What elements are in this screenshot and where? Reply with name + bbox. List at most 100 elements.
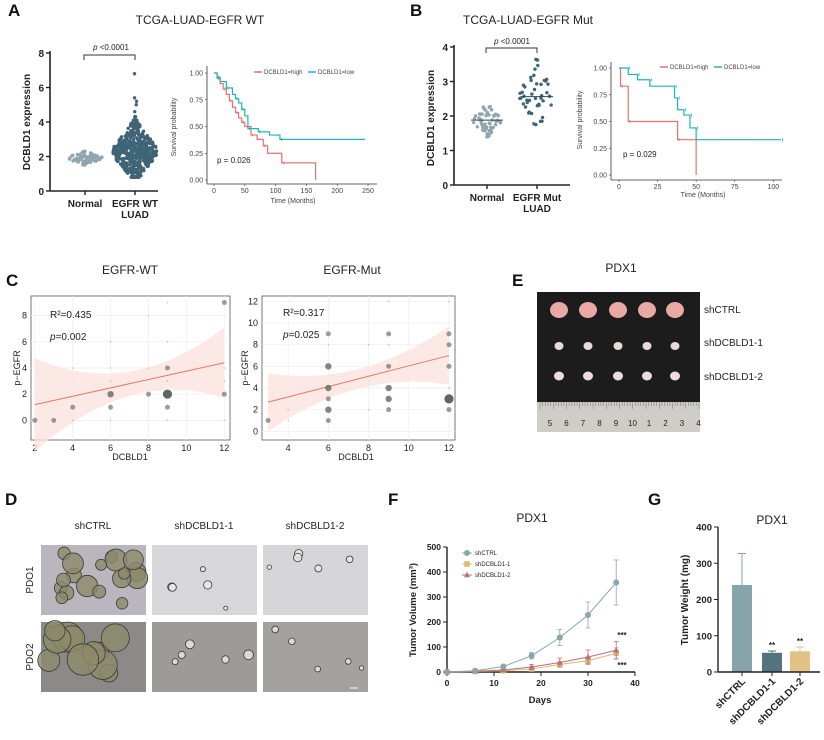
panel-c-egfr-mut-bubble-plot: EGFR-Mut p−EGFR DCBLD1 4 6 8 10 12 0 2 4 6 8 10 12 R…	[240, 263, 456, 462]
data-point	[483, 122, 487, 126]
bubble-point	[71, 419, 74, 422]
data-point	[487, 105, 492, 109]
y-tick-label: 1.00	[189, 71, 203, 78]
row-label: shDCBLD1-1	[704, 338, 763, 349]
data-point	[119, 157, 124, 161]
regression-line	[34, 362, 225, 406]
y-tick-label: 300	[696, 559, 712, 570]
data-point	[125, 137, 129, 142]
y-tick-label: 0	[707, 668, 712, 679]
data-point	[121, 150, 125, 154]
data-point	[518, 96, 522, 101]
column-label: shDCBLD1-2	[286, 521, 345, 532]
data-point	[133, 159, 137, 163]
data-point	[133, 109, 137, 114]
panel-e-tumor-photo: 5 6 7 8 9 10 1 2 3 4 PDX1 shCTRL shDCBLD1-1 shDCBLD1-…	[537, 261, 763, 432]
tumor-shdcbld1-1	[670, 342, 680, 350]
data-point	[480, 112, 484, 116]
y-axis-label: Survival probability	[171, 97, 178, 156]
bubble-point	[164, 365, 170, 371]
bubble-point	[386, 363, 392, 369]
bubble-point	[32, 417, 38, 423]
bubble-point	[109, 367, 112, 369]
data-point	[546, 82, 550, 86]
x-tick-label: 50	[692, 184, 700, 191]
bubble-point	[444, 394, 454, 404]
panel-c-egfr-wt-bubble-plot: EGFR-WT p−EGFR DCBLD1 2468101202468R²=0.…	[12, 263, 231, 462]
data-point	[133, 175, 138, 179]
y-axis-label: p−EGFR	[240, 350, 250, 386]
data-point	[585, 612, 591, 618]
organoid	[55, 591, 69, 605]
data-point	[131, 137, 136, 141]
survival-curve	[619, 67, 781, 141]
data-point	[527, 110, 531, 114]
data-point	[141, 147, 145, 152]
chart-title: PDX1	[516, 511, 548, 525]
x-tick-label: 0	[212, 188, 216, 195]
panel-a-dot-plot: DCBLD1 expression Normal EGFR WT LUAD p …	[22, 43, 159, 221]
data-point	[138, 172, 142, 176]
data-point	[123, 142, 127, 147]
y-tick-label: 8	[22, 311, 27, 321]
y-tick-label: 4	[22, 363, 27, 373]
data-point	[145, 145, 149, 150]
data-point	[472, 667, 479, 674]
data-point	[118, 147, 123, 152]
bubble-point	[387, 343, 390, 346]
ruler-number: 4	[696, 419, 701, 428]
data-point	[89, 155, 93, 159]
category-label: Normal	[68, 199, 103, 210]
data-point	[529, 78, 533, 83]
organoid	[221, 655, 230, 664]
organoid	[223, 605, 229, 611]
x-tick-label: 12	[219, 443, 229, 453]
bubble-point	[446, 363, 452, 369]
data-point	[80, 150, 85, 154]
data-point	[153, 144, 158, 149]
bubble-point	[166, 301, 169, 304]
data-point	[154, 149, 159, 153]
data-point	[114, 150, 119, 154]
data-point	[75, 152, 80, 157]
x-tick-label: 50	[241, 188, 249, 195]
x-tick-label: 8	[146, 443, 151, 453]
data-point	[126, 153, 130, 158]
y-tick-label: 3	[442, 78, 448, 89]
x-tick-label: 0	[445, 678, 450, 688]
data-point	[142, 135, 147, 139]
data-point	[126, 126, 130, 131]
data-point	[528, 652, 535, 659]
data-point	[523, 85, 527, 89]
data-point	[483, 108, 487, 112]
x-tick-label: 8	[366, 443, 371, 453]
data-point	[528, 663, 535, 670]
legend-marker	[464, 571, 470, 578]
bubble-point	[386, 407, 392, 413]
category-label: LUAD	[121, 210, 149, 221]
bubble-point	[164, 404, 170, 410]
bar	[762, 652, 782, 672]
y-tick-label: 0.75	[593, 92, 607, 99]
significance-label: **	[797, 637, 804, 646]
microscopy-image	[263, 622, 368, 692]
organoid	[288, 637, 296, 646]
data-point	[138, 142, 143, 146]
bubble-point	[146, 391, 152, 397]
data-point	[148, 141, 152, 146]
y-tick-label: 100	[696, 631, 712, 642]
bubble-point	[387, 300, 390, 303]
survival-curve	[214, 72, 317, 180]
organoid	[171, 658, 179, 666]
y-tick-label: 2	[38, 153, 44, 164]
panel-f-tumor-volume-chart: PDX1 Tumor Volume (mm³) Days shCTRL shDC…	[408, 511, 640, 706]
x-axis-label: DCBLD1	[338, 452, 374, 462]
y-axis-label: p−EGFR	[12, 350, 22, 386]
y-axis-label: Survival probability	[577, 90, 584, 149]
y-axis-label: DCBLD1 expression	[426, 70, 437, 166]
data-point	[135, 172, 140, 176]
data-point	[128, 160, 132, 164]
tumor-shdcbld1-2	[670, 371, 680, 381]
data-point	[144, 152, 148, 156]
organoid	[56, 572, 71, 588]
